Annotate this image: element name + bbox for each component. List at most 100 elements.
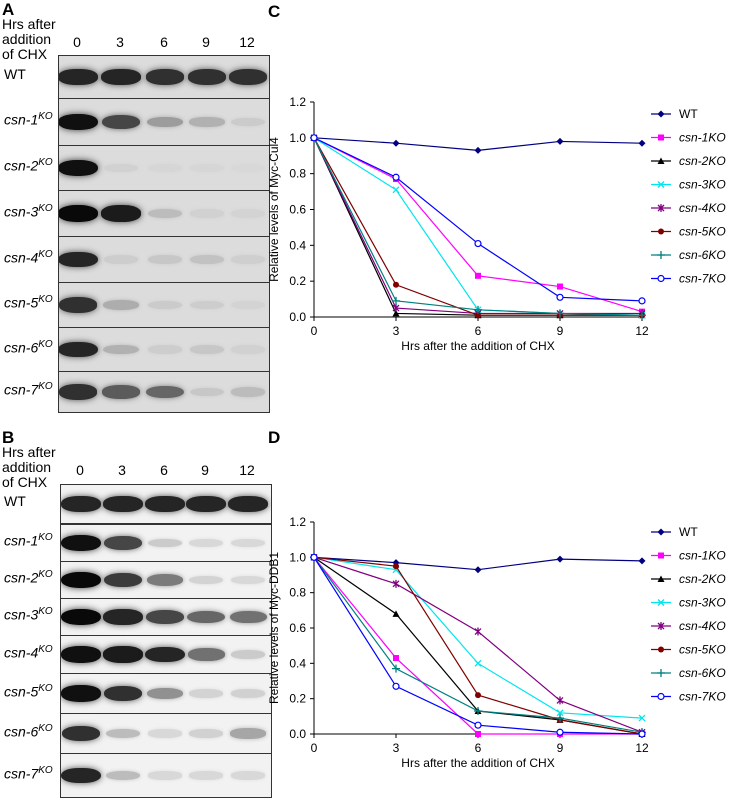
data-point [657,599,665,606]
blot-row-label: csn-1KO [4,532,53,549]
blot-band [147,300,183,310]
y-tick-label: 0.0 [289,310,306,324]
blot-band [61,685,101,702]
timepoint-label: 3 [118,462,126,478]
blot-band [228,69,268,85]
blot-band [102,385,140,399]
blot-row-label: csn-6KO [4,722,53,740]
legend-label: csn-1KO [679,549,726,563]
blot-band [189,163,225,173]
header-line: Hrs after [2,444,56,460]
blot-band [230,689,266,698]
blot-band [147,116,183,128]
data-point [657,692,665,701]
data-point [658,646,664,653]
blot-band [103,255,139,264]
timepoint-label: 9 [201,462,209,478]
timepoint-label: 3 [116,34,124,50]
blot-band [228,496,268,512]
y-tick-label: 0.8 [289,167,306,181]
legend: WT csn-1KO csn-2KO csn-3KO csn-4KO csn-5KO csn… [651,525,726,704]
blot-strip [60,753,272,798]
data-point [657,181,665,188]
y-tick-label: 0.4 [289,238,306,252]
blot-band [147,255,183,264]
blot-strip [60,635,272,674]
blot-header-a: Hrs after addition of CHX [2,17,56,62]
blot-band [146,573,184,587]
x-tick-label: 0 [311,324,318,338]
data-point [474,627,482,636]
blot-band [187,69,227,85]
blot-band [147,208,183,219]
blot-header-b: Hrs after addition of CHX [2,445,56,490]
x-tick-label: 3 [393,741,400,755]
data-point [658,228,664,235]
data-point [556,137,564,145]
data-point [392,309,400,317]
blot-band [101,205,141,222]
series [310,553,646,737]
data-point [392,304,400,313]
blot-band [230,728,266,739]
timepoint-label: 12 [239,462,255,478]
timepoint-label: 6 [160,34,168,50]
data-point [392,186,400,194]
data-point [310,553,318,561]
line-chart-c: 0.0 0.2 0.4 0.6 0.8 1.0 1.2 0 3 6 9 12 Hrs after the… [267,95,726,353]
blot-band [145,69,185,85]
y-tick-label: 1.2 [289,515,306,529]
blot-band [105,728,141,739]
data-point [657,274,665,283]
legend-label: WT [679,107,698,121]
data-point [392,173,400,181]
blot-band [230,117,266,127]
data-point [556,555,564,563]
blot-band [145,496,185,512]
data-point [474,659,482,667]
header-line: of CHX [2,46,48,62]
header-line: of CHX [2,474,48,490]
data-point [392,579,400,588]
blot-band [61,646,101,663]
blot-band [145,646,185,663]
blot-band [59,341,98,358]
panel-letter-a: A [2,0,15,19]
panel-letter-c: C [268,2,281,21]
blot-band [147,345,183,354]
data-point [556,293,564,301]
data-point [638,139,646,147]
blot-band [230,345,266,354]
data-point [657,622,665,630]
data-point [557,283,563,290]
timepoint-label: 12 [239,34,255,50]
blot-band [230,209,266,218]
series-line [313,556,643,733]
header-line: addition [2,31,52,47]
blot-band [101,69,141,85]
legend-label: csn-4KO [679,619,726,633]
y-axis-label: Relative levels of Myc-DDB1 [267,552,281,704]
legend-label: csn-3KO [679,178,726,192]
data-point [638,297,646,305]
legend-label: csn-7KO [679,690,726,704]
data-point [556,728,564,736]
legend-label: csn-7KO [679,272,726,286]
blot-band [230,538,266,548]
data-point [392,664,400,673]
data-point [475,731,481,737]
data-point [475,272,481,279]
blot-band [103,163,139,173]
blot-band [188,771,224,780]
blot-strip [58,145,270,191]
legend: WT csn-1KO csn-2KO csn-3KO csn-4KO csn-5KO csn… [651,107,726,286]
blot-band [59,159,98,177]
blot-band [186,496,226,512]
legend-label: csn-1KO [679,131,726,145]
data-point [392,610,400,617]
blot-row-label: csn-7KO [4,381,53,398]
blot-band [146,385,184,399]
x-tick-label: 6 [475,324,482,338]
blot-row-label: csn-3KO [4,606,53,623]
data-point [657,251,665,259]
